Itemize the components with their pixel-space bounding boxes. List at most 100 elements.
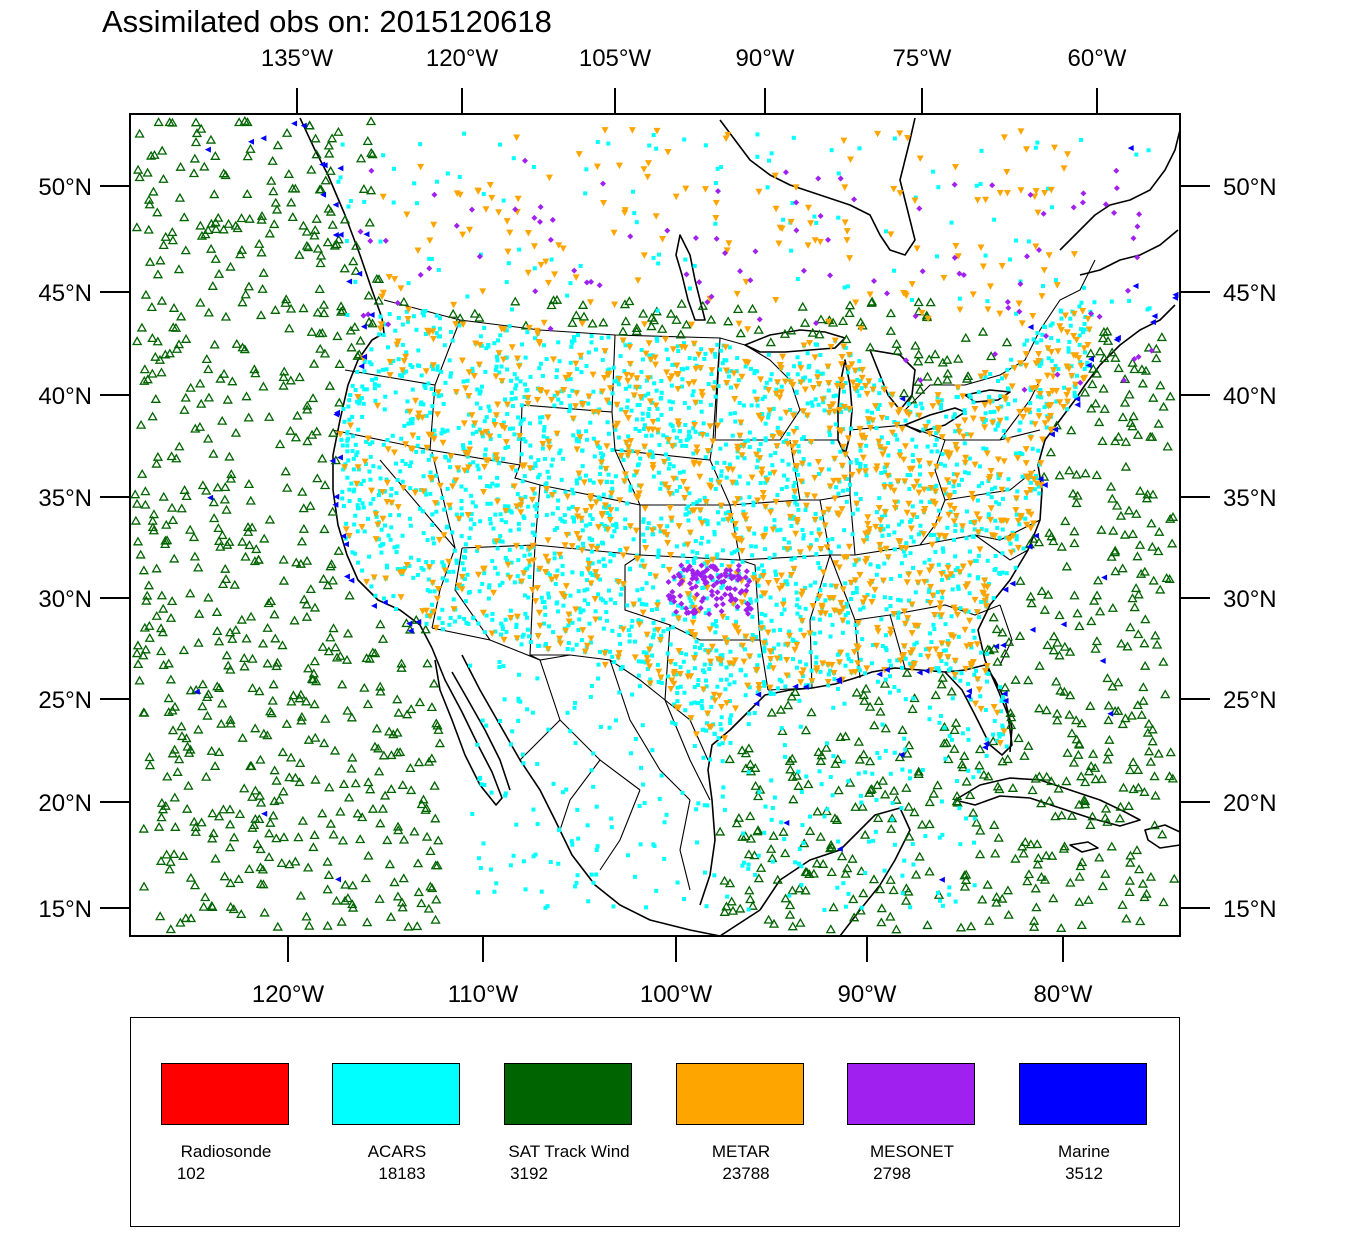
acars-marker: [972, 527, 977, 532]
acars-marker: [844, 499, 849, 504]
acars-marker: [586, 350, 591, 355]
acars-marker: [534, 507, 539, 512]
acars-marker: [613, 427, 618, 432]
acars-marker: [574, 880, 579, 885]
sat-track-wind-marker: [308, 358, 320, 368]
sat-track-wind-marker: [1076, 771, 1087, 781]
acars-marker: [700, 585, 705, 590]
metar-marker: [913, 478, 921, 486]
sat-track-wind-marker: [937, 357, 948, 367]
acars-marker: [625, 501, 630, 506]
metar-marker: [502, 439, 510, 446]
metar-marker: [864, 514, 872, 521]
sat-track-wind-marker: [281, 127, 293, 137]
acars-marker: [650, 635, 655, 640]
sat-track-wind-marker: [341, 654, 353, 664]
sat-track-wind-marker: [1026, 598, 1037, 608]
acars-marker: [368, 501, 373, 506]
acars-marker: [739, 668, 744, 673]
acars-marker: [546, 475, 551, 480]
metar-marker: [902, 545, 910, 552]
sat-track-wind-marker: [1031, 902, 1042, 912]
acars-marker: [573, 741, 578, 746]
metar-marker: [876, 541, 884, 549]
metar-marker: [409, 432, 417, 440]
metar-marker: [891, 505, 899, 512]
metar-marker: [1048, 426, 1056, 434]
metar-marker: [961, 417, 969, 424]
metar-marker: [916, 570, 924, 577]
metar-marker: [548, 576, 556, 583]
sat-track-wind-marker: [812, 806, 823, 816]
sat-track-wind-marker: [423, 903, 434, 913]
metar-marker: [966, 617, 974, 625]
acars-marker: [639, 765, 644, 770]
sat-track-wind-marker: [961, 869, 972, 879]
sat-track-wind-marker: [1157, 829, 1168, 839]
metar-marker: [972, 700, 980, 708]
acars-marker: [718, 446, 723, 451]
sat-track-wind-marker: [1130, 583, 1142, 593]
acars-marker: [399, 436, 404, 441]
metar-marker: [1043, 372, 1051, 380]
metar-marker: [464, 511, 472, 519]
acars-marker: [640, 417, 645, 422]
metar-marker: [675, 647, 683, 655]
acars-marker: [477, 427, 482, 432]
acars-marker: [699, 541, 704, 546]
acars-marker: [628, 488, 633, 493]
sat-track-wind-marker: [179, 404, 190, 414]
acars-marker: [770, 859, 775, 864]
acars-marker: [516, 415, 521, 420]
acars-marker: [697, 646, 702, 651]
acars-marker: [763, 547, 768, 552]
acars-marker: [1005, 367, 1010, 372]
acars-marker: [568, 593, 573, 598]
acars-marker: [775, 493, 780, 498]
acars-marker: [779, 612, 784, 617]
metar-marker: [1063, 363, 1071, 370]
sat-track-wind-marker: [778, 826, 789, 836]
acars-marker: [692, 263, 697, 268]
metar-marker: [533, 327, 541, 335]
acars-marker: [955, 566, 960, 571]
acars-marker: [1013, 451, 1018, 456]
acars-marker: [940, 546, 945, 551]
acars-marker: [498, 534, 503, 539]
acars-marker: [408, 418, 413, 423]
acars-marker: [701, 421, 706, 426]
acars-marker: [741, 502, 746, 507]
metar-marker: [973, 641, 981, 648]
acars-marker: [845, 652, 850, 657]
sat-track-wind-marker: [474, 312, 485, 322]
acars-marker: [654, 146, 659, 151]
sat-track-wind-marker: [234, 809, 246, 819]
metar-marker: [434, 586, 442, 593]
sat-track-wind-marker: [292, 410, 303, 420]
sat-track-wind-marker: [421, 831, 433, 841]
metar-marker: [973, 609, 981, 616]
acars-marker: [496, 461, 501, 466]
sat-track-wind-marker: [290, 856, 301, 866]
metar-marker: [708, 348, 716, 355]
sat-track-wind-marker: [135, 549, 146, 559]
acars-marker: [803, 507, 808, 512]
acars-marker: [514, 624, 519, 629]
acars-marker: [651, 632, 656, 637]
metar-marker: [783, 672, 791, 680]
acars-marker: [966, 471, 971, 476]
acars-marker: [898, 598, 903, 603]
acars-marker: [803, 683, 808, 688]
acars-marker: [879, 470, 884, 475]
acars-marker: [975, 498, 980, 503]
acars-marker: [461, 446, 466, 451]
acars-marker: [1038, 388, 1043, 393]
acars-marker: [478, 866, 483, 871]
acars-marker: [791, 135, 796, 140]
metar-marker: [883, 462, 891, 470]
metar-marker: [781, 378, 789, 386]
acars-marker: [606, 141, 611, 146]
acars-marker: [810, 403, 815, 408]
acars-marker: [729, 551, 734, 556]
acars-marker: [997, 535, 1002, 540]
